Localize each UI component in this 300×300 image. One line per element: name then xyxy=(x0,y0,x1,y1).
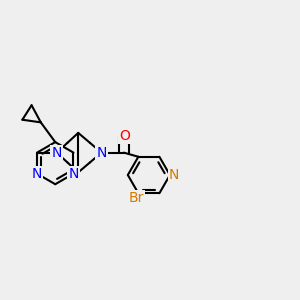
Text: Br: Br xyxy=(129,191,144,205)
Text: N: N xyxy=(169,168,179,182)
Text: N: N xyxy=(32,167,42,181)
Text: N: N xyxy=(96,146,107,160)
Text: N: N xyxy=(68,167,79,181)
Text: N: N xyxy=(52,146,62,160)
Text: O: O xyxy=(119,129,130,143)
